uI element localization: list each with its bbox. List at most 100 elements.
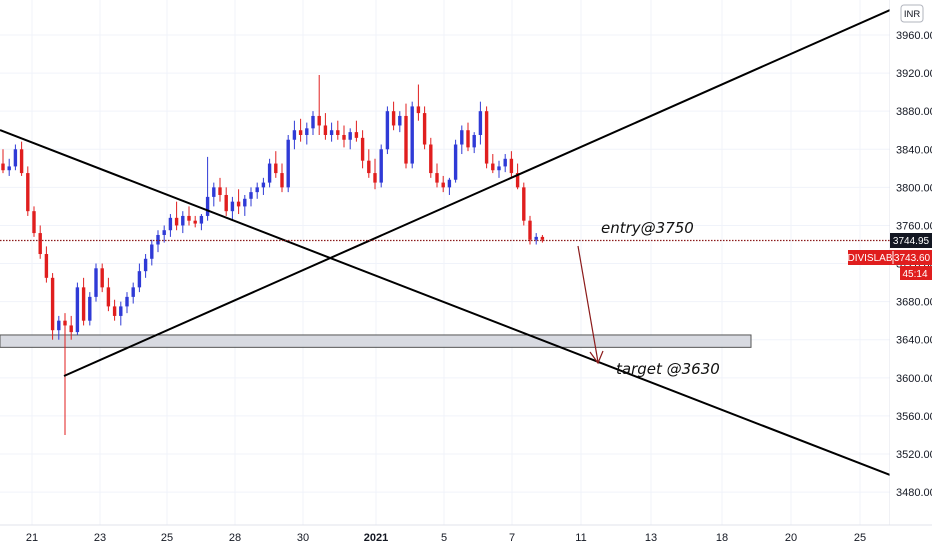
candle-body — [150, 244, 154, 259]
candle-body — [63, 320, 67, 326]
candle-body — [528, 220, 532, 240]
candle-body — [503, 158, 507, 167]
candle-body — [261, 182, 266, 188]
candle-body — [168, 217, 173, 231]
y-tick-label: 3960.00 — [896, 30, 932, 42]
candle-body — [224, 194, 228, 212]
candle-body — [280, 173, 284, 188]
candle-body — [75, 287, 80, 333]
candle-body — [509, 158, 514, 174]
x-tick-label: 7 — [509, 532, 515, 544]
candle-body — [26, 173, 30, 212]
candle-body — [243, 198, 247, 207]
candle-body — [267, 163, 272, 183]
candle-body — [236, 201, 241, 207]
candle-body — [156, 234, 160, 245]
candle-body — [391, 111, 396, 126]
candle-body — [360, 137, 365, 161]
candle-body — [230, 201, 235, 212]
x-tick-label: 5 — [441, 532, 447, 544]
y-tick-label: 3760.00 — [896, 220, 932, 232]
candle-body — [88, 296, 92, 321]
y-tick-label: 3840.00 — [896, 144, 932, 156]
candle-body — [385, 111, 390, 150]
target-arrow — [577, 245, 604, 365]
candle-body — [174, 217, 179, 226]
candle-body — [367, 160, 371, 174]
symbol-label: DIVISLAB — [847, 253, 892, 264]
candle-body — [274, 163, 278, 174]
x-tick-label: 30 — [297, 532, 309, 544]
candle-body — [348, 132, 352, 140]
candle-body — [298, 130, 303, 135]
candle-body — [317, 115, 321, 126]
y-tick-label: 3880.00 — [896, 106, 932, 118]
candle-body — [305, 128, 309, 135]
candle-body — [249, 192, 253, 199]
symbol-badge: DIVISLAB 3743.60 — [847, 250, 932, 265]
candle-body — [131, 287, 135, 297]
candle-body — [112, 306, 117, 316]
candle-body — [422, 113, 427, 145]
y-tick-label: 3600.00 — [896, 373, 932, 385]
candle-body — [7, 166, 11, 171]
y-tick-label: 3800.00 — [896, 182, 932, 194]
candle-body — [429, 144, 433, 174]
x-tick-label: 28 — [229, 532, 241, 544]
x-tick-label: 2021 — [364, 532, 388, 544]
candle-body — [50, 277, 55, 331]
candle-body — [497, 166, 501, 171]
candle-body — [311, 115, 315, 129]
x-tick-label: 23 — [94, 532, 106, 544]
candle-body — [106, 287, 111, 307]
x-tick-label: 11 — [575, 532, 586, 544]
candle-body — [162, 230, 166, 235]
y-tick-label: 3560.00 — [896, 411, 932, 423]
x-tick-label: 20 — [785, 532, 797, 544]
candle-body — [323, 125, 328, 135]
candle-body — [491, 163, 495, 171]
candle-body — [534, 236, 538, 240]
support-zone — [0, 334, 752, 348]
price-axis[interactable]: 3960.00 3920.00 3880.00 3840.00 3800.00 3760.… — [889, 0, 932, 550]
candle-body — [143, 258, 148, 272]
candle-body — [1, 163, 5, 171]
candle-body — [193, 220, 197, 224]
ascending-trendline — [63, 9, 891, 377]
candle-body — [460, 130, 464, 145]
candle-body — [100, 268, 104, 288]
candle-body — [94, 268, 98, 297]
candlestick-series — [1, 74, 545, 435]
x-tick-label: 25 — [161, 532, 173, 544]
candle-body — [379, 149, 383, 183]
candle-body — [416, 106, 421, 114]
candle-body — [44, 254, 49, 278]
candle-body — [32, 211, 36, 234]
candle-body — [354, 132, 359, 138]
candle-body — [484, 111, 489, 164]
candle-body — [329, 130, 334, 135]
trendlines — [0, 9, 891, 476]
descending-trendline — [0, 129, 891, 476]
y-tick-label: 3480.00 — [896, 487, 932, 499]
x-tick-label: 13 — [645, 532, 657, 544]
candle-body — [540, 236, 545, 240]
candle-body — [453, 144, 458, 180]
time-axis[interactable]: 21 23 25 28 30 2021 5 7 11 13 18 20 25 — [0, 524, 932, 544]
candle-body — [119, 306, 123, 316]
candle-body — [57, 320, 61, 331]
candle-body — [398, 115, 402, 126]
candle-body — [342, 134, 346, 140]
candle-body — [292, 130, 297, 140]
candle-body — [441, 182, 445, 188]
candle-body — [447, 179, 452, 188]
candle-body — [13, 149, 18, 167]
x-tick-label: 18 — [716, 532, 728, 544]
symbol-price-value: 3743.60 — [894, 253, 931, 264]
candle-body — [181, 215, 185, 226]
candle-body — [212, 187, 216, 197]
countdown-value: 45:14 — [902, 269, 927, 280]
y-tick-label: 3520.00 — [896, 449, 932, 461]
candle-body — [410, 106, 414, 164]
